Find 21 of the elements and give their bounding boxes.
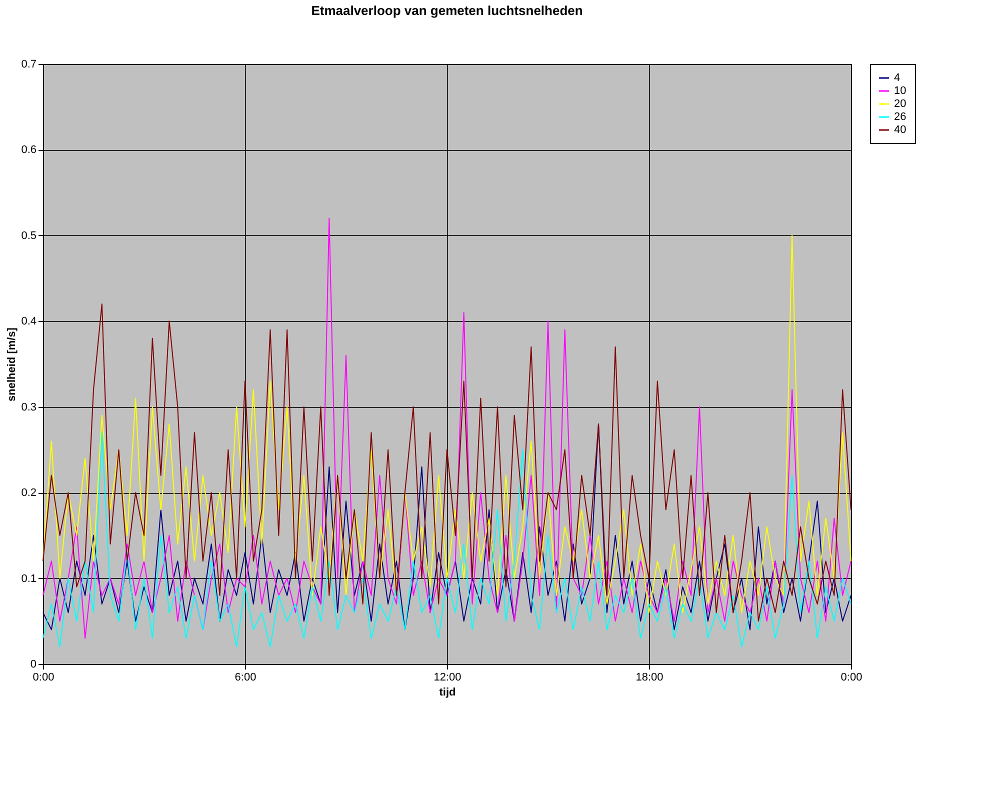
- x-axis-title: tijd: [439, 686, 456, 698]
- y-tick-label: 0.3: [21, 401, 36, 414]
- legend-label: 20: [894, 98, 906, 110]
- legend-label: 10: [894, 85, 906, 97]
- legend-label: 40: [894, 124, 906, 136]
- y-tick-label: 0.7: [21, 58, 36, 70]
- x-tick-label: 0:00: [32, 672, 54, 684]
- x-tick-label: 0:00: [840, 672, 862, 684]
- y-tick-label: 0: [30, 658, 36, 670]
- legend-label: 26: [894, 111, 906, 123]
- y-tick-label: 0.6: [21, 144, 36, 156]
- y-tick-label: 0.5: [21, 230, 36, 242]
- y-tick-label: 0.4: [21, 316, 36, 328]
- y-tick-label: 0.1: [21, 572, 36, 585]
- x-tick-label: 12:00: [434, 672, 462, 684]
- y-tick-label: 0.2: [21, 487, 36, 500]
- legend-label: 4: [894, 72, 900, 84]
- y-axis-title: snelheid [m/s]: [6, 327, 18, 402]
- x-tick-label: 18:00: [636, 672, 664, 684]
- chart-title: Etmaalverloop van gemeten luchtsnelheden: [311, 3, 583, 18]
- x-tick-label: 6:00: [234, 672, 256, 684]
